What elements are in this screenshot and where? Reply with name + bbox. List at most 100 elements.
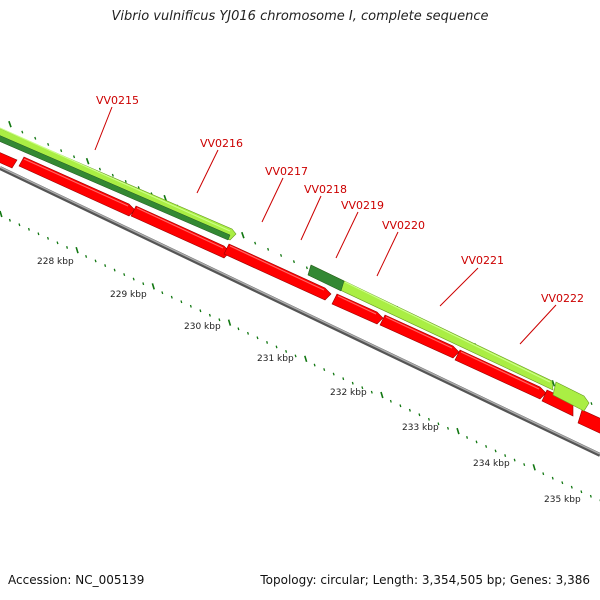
inner-tick [180, 300, 183, 304]
scale-labels: 228 kbp 229 kbp 230 kbp 231 kbp 232 kbp … [37, 257, 581, 505]
inner-scale-ticks [0, 210, 600, 502]
inner-tick [56, 241, 59, 245]
gene-label-vv0221[interactable]: VV0221 [461, 254, 504, 267]
inner-tick [532, 464, 536, 471]
inner-tick [475, 440, 478, 444]
reverse-gene-6[interactable] [379, 314, 460, 359]
gene-label-vv0219[interactable]: VV0219 [341, 199, 384, 212]
outer-tick [590, 402, 593, 405]
reverse-gene-5[interactable] [331, 293, 384, 325]
sequence-summary-text: Topology: circular; Length: 3,354,505 bp… [260, 573, 590, 587]
inner-tick [8, 218, 11, 222]
inner-tick [494, 449, 497, 453]
forward-gene-vv0221[interactable] [307, 264, 554, 391]
inner-tick [427, 417, 430, 421]
gene-label-vv0215[interactable]: VV0215 [96, 94, 139, 107]
backbone-track [0, 166, 600, 457]
inner-tick [504, 454, 507, 457]
outer-tick [85, 157, 90, 165]
outer-tick [60, 149, 63, 153]
inner-tick [275, 345, 278, 349]
inner-tick [332, 372, 335, 376]
inner-tick [0, 210, 3, 218]
inner-tick [342, 377, 345, 381]
inner-tick [370, 390, 373, 394]
inner-tick [570, 485, 573, 489]
inner-tick [361, 386, 364, 390]
reverse-gene-1[interactable] [0, 150, 18, 169]
inner-tick [313, 363, 316, 367]
outer-tick [124, 180, 127, 183]
outer-tick [279, 253, 283, 257]
outer-tick [241, 231, 245, 239]
inner-tick [437, 422, 440, 426]
inner-tick [389, 399, 392, 403]
forward-gene-vv0220[interactable] [307, 264, 345, 292]
inner-tick [151, 283, 155, 290]
inner-tick [408, 408, 411, 412]
outer-tick [21, 130, 24, 134]
outer-tick [72, 155, 76, 159]
kbp-label-228: 228 kbp [37, 257, 74, 267]
inner-tick [323, 368, 326, 371]
inner-tick [446, 426, 450, 430]
inner-tick [513, 458, 516, 462]
inner-tick [351, 381, 354, 385]
gene-label-vv0216[interactable]: VV0216 [200, 137, 243, 150]
reverse-gene-2[interactable] [18, 156, 136, 217]
inner-tick [113, 268, 116, 272]
inner-tick [256, 336, 259, 340]
inner-tick [189, 304, 192, 308]
inner-tick [485, 445, 488, 448]
kbp-label-234: 234 kbp [473, 459, 510, 469]
inner-tick [542, 472, 545, 476]
map-title: Vibrio vulnificus YJ016 chromosome I, co… [111, 9, 489, 24]
gene-label-vv0217[interactable]: VV0217 [265, 165, 308, 178]
kbp-label-235: 235 kbp [544, 495, 581, 505]
forward-gene-vv0216[interactable] [0, 133, 231, 241]
inner-tick [285, 350, 288, 353]
gene-label-vv0220[interactable]: VV0220 [382, 219, 425, 232]
reverse-gene-7[interactable] [454, 349, 547, 400]
inner-tick [27, 227, 30, 231]
inner-tick [37, 232, 40, 236]
inner-tick [399, 404, 402, 408]
forward-gene-vv0222[interactable] [552, 381, 590, 412]
kbp-label-230: 230 kbp [184, 322, 221, 332]
inner-tick [456, 427, 460, 435]
inner-tick [94, 259, 97, 263]
inner-tick [170, 295, 173, 299]
inner-tick [304, 355, 308, 363]
kbp-label-231: 231 kbp [257, 354, 294, 364]
gene-labels: VV0215 VV0216 VV0217 VV0218 VV0219 VV022… [96, 94, 584, 305]
inner-tick [551, 476, 554, 480]
gene-label-vv0218[interactable]: VV0218 [304, 183, 347, 196]
gene-label-leaders [94, 106, 557, 345]
inner-tick [580, 490, 583, 494]
inner-tick [75, 246, 79, 254]
inner-tick [85, 255, 88, 258]
outer-tick [267, 247, 270, 251]
inner-tick [227, 319, 232, 326]
outer-tick [305, 266, 308, 270]
forward-strand-genes [0, 127, 590, 412]
outer-tick [111, 173, 114, 177]
inner-tick [237, 327, 240, 331]
reverse-gene-9[interactable] [577, 409, 600, 436]
outer-tick [98, 167, 102, 171]
outer-tick [34, 136, 37, 140]
reverse-strand-genes [0, 150, 600, 436]
gene-label-vv0222[interactable]: VV0222 [541, 292, 584, 305]
inner-tick [123, 273, 126, 276]
inner-tick [294, 354, 297, 358]
inner-tick [246, 331, 250, 335]
inner-tick [132, 277, 135, 281]
reverse-gene-4[interactable] [223, 243, 332, 301]
kbp-label-229: 229 kbp [110, 290, 147, 300]
outer-tick [47, 142, 50, 146]
outer-tick [254, 241, 257, 245]
outer-tick [8, 120, 12, 128]
inner-tick [208, 313, 211, 317]
